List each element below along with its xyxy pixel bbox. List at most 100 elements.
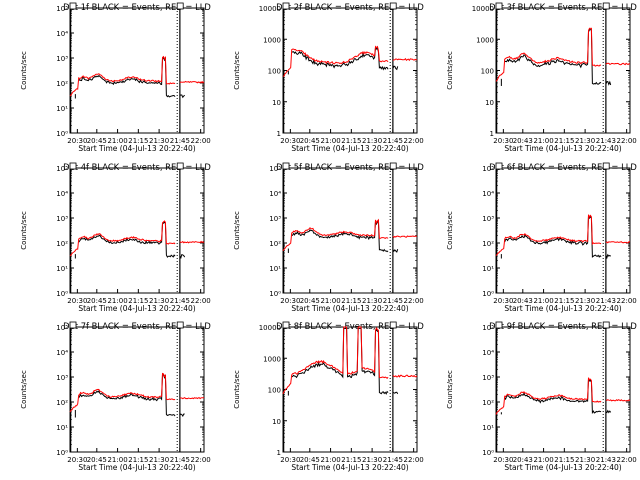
- y-tick-label: 1: [277, 449, 281, 457]
- x-tick-label: 21:30: [362, 297, 382, 305]
- x-tick-label: 20:30: [493, 137, 513, 145]
- lld-series-line: [282, 218, 418, 252]
- y-tick-label: 10⁴: [56, 30, 68, 38]
- marker-box: [176, 2, 184, 10]
- x-tick-label: 20:43: [513, 297, 533, 305]
- events-series-line: [78, 56, 186, 99]
- x-tick-label: 21:00: [533, 297, 553, 305]
- x-axis-label: Start Time (04-Jul-13 20:22:40): [78, 463, 195, 472]
- y-tick-label: 1: [277, 130, 281, 138]
- x-axis-label: Start Time (04-Jul-13 20:22:40): [504, 463, 621, 472]
- x-tick-label: 21:30: [149, 456, 169, 464]
- lld-series-line: [495, 27, 631, 82]
- x-tick-label: 20:45: [300, 456, 320, 464]
- x-tick-label: 21:30: [575, 456, 595, 464]
- x-tick-label: 22:00: [404, 297, 424, 305]
- lld-series-line: [69, 220, 205, 257]
- y-tick-label: 10⁴: [482, 190, 494, 198]
- x-tick-label: 22:00: [191, 137, 211, 145]
- plot-frame: [495, 167, 631, 294]
- panel-title: Det 7f BLACK = Events, RED = LLD: [63, 321, 211, 331]
- y-tick-label: 1: [490, 130, 494, 138]
- x-axis-label: Start Time (04-Jul-13 20:22:40): [291, 463, 408, 472]
- x-tick-label: 21:45: [170, 297, 190, 305]
- y-axis-label: Counts/sec: [20, 51, 28, 90]
- x-tick-label: 21:45: [383, 456, 403, 464]
- detector-panel-5: Det 5f BLACK = Events, RED = LLD 10⁰ 10¹ 10…: [233, 162, 424, 313]
- x-axis-label: Start Time (04-Jul-13 20:22:40): [78, 144, 195, 153]
- x-tick-label: 20:43: [513, 456, 533, 464]
- plot-frame: [69, 326, 205, 453]
- lld-series-line: [495, 377, 631, 415]
- x-tick-label: 20:30: [493, 297, 513, 305]
- plot-frame: [69, 167, 205, 294]
- y-tick-label: 1000: [263, 355, 281, 363]
- y-tick-label: 10000: [259, 5, 281, 13]
- x-tick-label: 20:30: [67, 456, 87, 464]
- x-tick-label: 20:30: [280, 456, 300, 464]
- marker-box: [602, 321, 610, 329]
- events-series-line: [291, 46, 399, 71]
- y-tick-label: 10⁵: [482, 165, 494, 173]
- y-tick-label: 10²: [56, 240, 68, 248]
- y-tick-label: 10: [272, 418, 281, 426]
- x-tick-label: 21:00: [320, 137, 340, 145]
- marker-box: [495, 2, 503, 10]
- x-tick-label: 20:45: [300, 137, 320, 145]
- lld-series-line: [69, 372, 205, 413]
- y-axis-label: Counts/sec: [446, 370, 454, 409]
- events-series-line: [78, 374, 185, 417]
- panel-title: Det 3f BLACK = Events, RED = LLD: [489, 2, 637, 12]
- x-axis-label: Start Time (04-Jul-13 20:22:40): [291, 144, 408, 153]
- marker-box: [282, 162, 290, 170]
- x-tick-label: 20:30: [493, 456, 513, 464]
- y-tick-label: 10⁵: [56, 5, 68, 13]
- events-series-line: [504, 215, 612, 260]
- x-axis-label: Start Time (04-Jul-13 20:22:40): [78, 304, 195, 313]
- y-tick-label: 10²: [269, 240, 281, 248]
- marker-box: [282, 2, 290, 10]
- events-series-line: [78, 221, 186, 259]
- x-tick-label: 21:43: [596, 297, 616, 305]
- x-tick-label: 21:30: [149, 297, 169, 305]
- y-tick-label: 10¹: [482, 265, 494, 273]
- plot-frame: [495, 326, 631, 453]
- x-tick-label: 21:00: [107, 456, 127, 464]
- y-tick-label: 10: [272, 99, 281, 107]
- marker-box: [389, 2, 397, 10]
- detector-panel-4: Det 4f BLACK = Events, RED = LLD 10⁰ 10¹ 10…: [20, 162, 211, 313]
- x-axis-label: Start Time (04-Jul-13 20:22:40): [504, 144, 621, 153]
- marker-box: [602, 2, 610, 10]
- x-tick-label: 21:15: [341, 297, 361, 305]
- detector-panel-3: Det 3f BLACK = Events, RED = LLD 1 10 100 10…: [446, 2, 637, 153]
- x-tick-label: 21:15: [128, 456, 148, 464]
- x-tick-label: 21:15: [554, 297, 574, 305]
- y-tick-label: 10²: [56, 399, 68, 407]
- x-tick-label: 21:43: [596, 456, 616, 464]
- y-tick-label: 10⁴: [56, 190, 68, 198]
- y-tick-label: 100: [268, 68, 281, 76]
- lld-series-line: [495, 214, 631, 256]
- marker-box: [389, 321, 397, 329]
- y-tick-label: 10³: [269, 215, 281, 223]
- y-tick-label: 10⁰: [56, 449, 68, 457]
- x-tick-label: 21:15: [128, 297, 148, 305]
- y-tick-label: 10⁵: [269, 165, 281, 173]
- x-tick-label: 22:00: [617, 137, 637, 145]
- events-series-line: [291, 219, 399, 253]
- x-tick-label: 21:45: [383, 297, 403, 305]
- marker-box: [176, 321, 184, 329]
- y-tick-label: 10⁵: [56, 165, 68, 173]
- x-tick-label: 21:15: [554, 137, 574, 145]
- marker-box: [282, 321, 290, 329]
- x-tick-label: 21:30: [575, 297, 595, 305]
- plot-frame: [282, 326, 418, 453]
- y-tick-label: 10²: [56, 80, 68, 88]
- y-tick-label: 10⁰: [269, 290, 281, 298]
- panel-title: Det 4f BLACK = Events, RED = LLD: [63, 162, 211, 172]
- marker-box: [69, 2, 77, 10]
- x-tick-label: 21:00: [320, 456, 340, 464]
- y-tick-label: 10¹: [56, 424, 68, 432]
- y-tick-label: 10¹: [56, 265, 68, 273]
- y-axis-label: Counts/sec: [233, 211, 241, 250]
